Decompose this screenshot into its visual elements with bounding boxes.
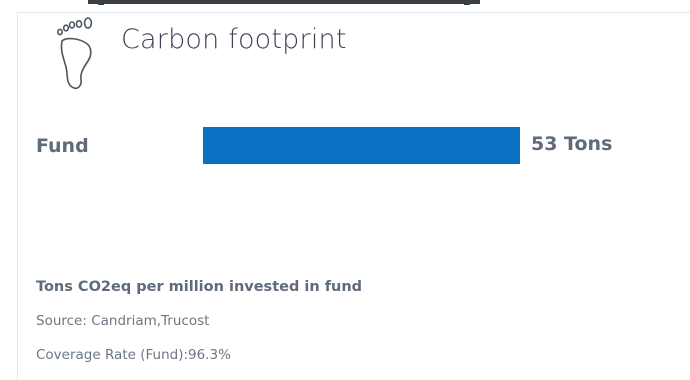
cropped-header-graphic	[88, 0, 480, 5]
fund-bar-track	[203, 127, 520, 164]
card-title: Carbon footprint	[121, 24, 347, 55]
unit-description: Tons CO2eq per million invested in fund	[36, 279, 363, 295]
cropped-header-remnant	[0, 0, 690, 12]
source-text: Source: Candriam,Trucost	[36, 313, 210, 329]
carbon-footprint-card: Carbon footprint Fund 53 Tons Tons CO2eq…	[17, 12, 690, 380]
coverage-rate-text: Coverage Rate (Fund):96.3%	[36, 347, 231, 363]
fund-bar	[203, 127, 520, 164]
fund-value: 53 Tons	[531, 133, 613, 155]
footprint-icon	[48, 13, 108, 95]
fund-label: Fund	[36, 135, 89, 157]
